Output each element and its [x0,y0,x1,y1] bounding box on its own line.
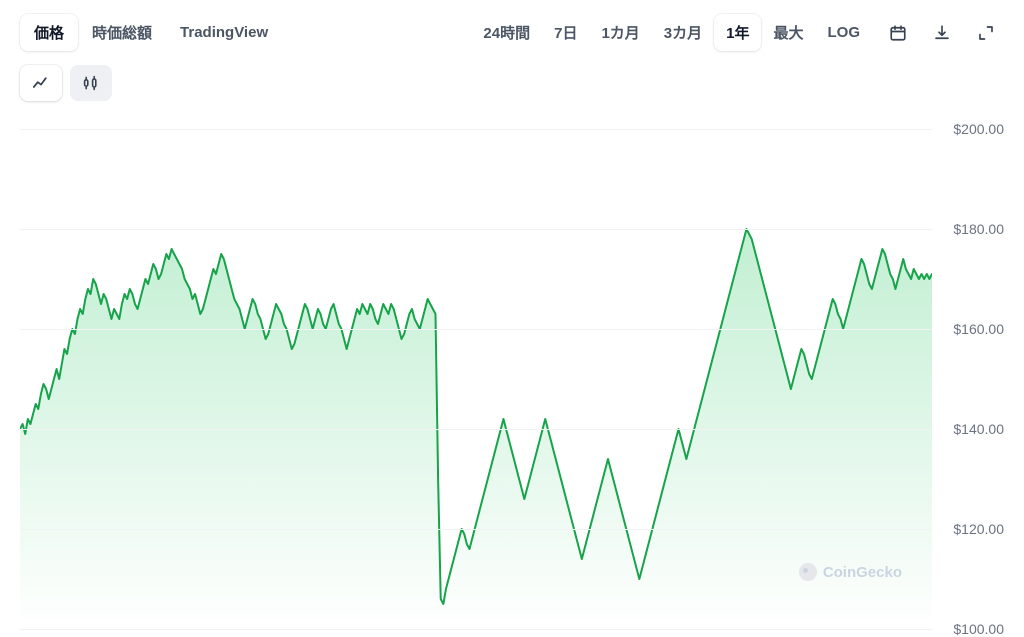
range-log[interactable]: LOG [816,16,873,49]
y-tick-label: $100.00 [953,621,1004,637]
gridline [20,429,932,430]
download-button[interactable] [924,15,960,51]
price-line-chart [20,129,932,629]
range-1m[interactable]: 1カ月 [589,14,651,51]
range-3m[interactable]: 3カ月 [652,14,714,51]
y-tick-label: $140.00 [953,421,1004,437]
tab-marketcap[interactable]: 時価総額 [78,14,166,51]
gridline [20,329,932,330]
candlestick-icon [81,75,101,91]
tab-price[interactable]: 価格 [20,14,78,51]
gridline [20,229,932,230]
chart-type-candle[interactable] [70,65,112,101]
calendar-icon [889,24,907,42]
range-tabs: 24時間 7日 1カ月 3カ月 1年 最大 LOG [471,14,872,51]
gridline [20,529,932,530]
tab-tradingview[interactable]: TradingView [166,14,282,51]
top-toolbar: 価格 時価総額 TradingView 24時間 7日 1カ月 3カ月 1年 最… [0,0,1024,59]
y-tick-label: $180.00 [953,221,1004,237]
y-tick-label: $120.00 [953,521,1004,537]
chart-plot[interactable]: CoinGecko [20,129,932,629]
range-24h[interactable]: 24時間 [471,14,542,51]
view-tabs: 価格 時価総額 TradingView [20,14,282,51]
y-axis: $100.00$120.00$140.00$160.00$180.00$200.… [932,129,1004,629]
download-icon [933,24,951,42]
calendar-button[interactable] [880,15,916,51]
gridline [20,129,932,130]
expand-icon [977,24,995,42]
range-max[interactable]: 最大 [761,14,815,51]
range-1y[interactable]: 1年 [714,14,761,51]
line-chart-icon [31,75,51,91]
expand-button[interactable] [968,15,1004,51]
chart-type-line[interactable] [20,65,62,101]
y-tick-label: $160.00 [953,321,1004,337]
y-tick-label: $200.00 [953,121,1004,137]
gridline [20,629,932,630]
chart-area: CoinGecko $100.00$120.00$140.00$160.00$1… [20,129,1004,629]
range-7d[interactable]: 7日 [542,14,589,51]
chart-type-row [0,59,1024,101]
